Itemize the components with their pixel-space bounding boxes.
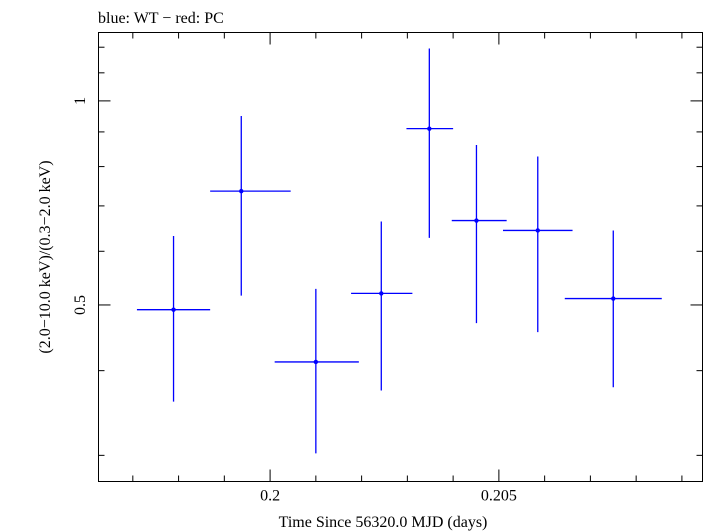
data-marker [379, 291, 384, 296]
data-marker [427, 126, 432, 131]
data-point [274, 288, 359, 454]
x-axis-label: Time Since 56320.0 MJD (days) [279, 514, 488, 531]
y-axis-label: (2.0−10.0 keV)/(0.3−2.0 keV) [37, 160, 54, 353]
data-marker [239, 188, 244, 194]
data-marker [171, 307, 176, 312]
x-tick-label: 0.2 [260, 488, 280, 505]
data-marker [313, 359, 319, 365]
data-marker [611, 296, 616, 301]
data-series-wt [136, 48, 662, 454]
plot-frame [98, 32, 703, 482]
data-point [351, 221, 413, 391]
data-point [451, 144, 507, 324]
data-point [136, 235, 211, 402]
data-marker [535, 228, 540, 233]
chart-title: blue: WT − red: PC [98, 10, 224, 27]
data-marker [474, 218, 479, 223]
tick-labels: 0.2 0.205 0.5 1 [72, 97, 517, 505]
x-tick-label: 0.205 [481, 488, 517, 505]
y-tick-label: 0.5 [72, 295, 89, 315]
data-point [406, 48, 454, 238]
data-point [210, 115, 291, 296]
data-point [564, 230, 662, 388]
data-point [502, 156, 573, 333]
axis-ticks [98, 32, 703, 482]
y-tick-label: 1 [72, 97, 89, 105]
